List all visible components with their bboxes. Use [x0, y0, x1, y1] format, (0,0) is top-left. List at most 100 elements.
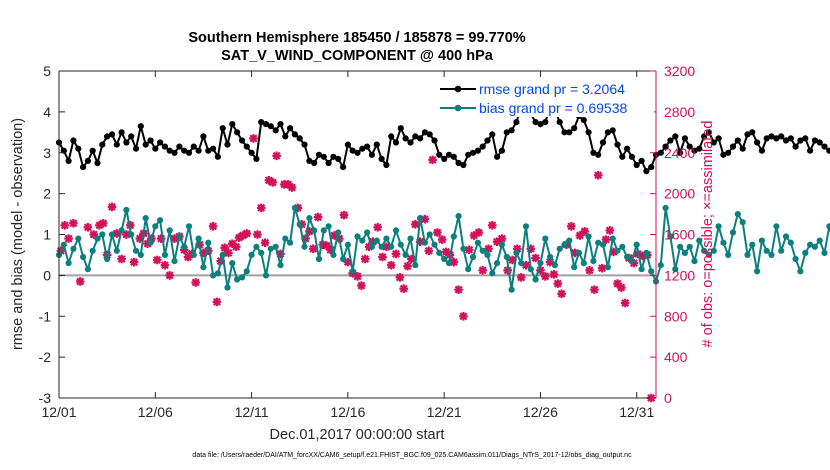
bias-point [489, 270, 496, 277]
rmse-point [181, 147, 188, 154]
rmse-point [296, 135, 303, 142]
obs-point [253, 230, 262, 239]
bias-point [585, 233, 592, 240]
bias-point [161, 251, 168, 258]
obs-point [353, 272, 362, 281]
rmse-point [277, 121, 284, 128]
bias-point [99, 231, 106, 238]
bias-point [681, 249, 689, 256]
rmse-point [412, 133, 419, 140]
rmse-point [532, 119, 539, 126]
rmse-point [503, 129, 510, 136]
y-tick-label-right: 1200 [664, 267, 695, 283]
rmse-point [128, 133, 135, 140]
rmse-point [542, 119, 549, 126]
rmse-point [267, 123, 274, 130]
rmse-point [469, 149, 477, 156]
rmse-point [421, 129, 428, 136]
bias-point [782, 233, 790, 240]
bias-point [176, 233, 183, 240]
rmse-point [354, 149, 361, 156]
bias-point [633, 241, 640, 248]
bias-point [397, 241, 404, 248]
obs-point [231, 242, 241, 252]
rmse-point [590, 149, 597, 156]
rmse-point [190, 143, 197, 150]
bias-point [498, 241, 505, 248]
bias-point [243, 268, 250, 275]
y-tick-label-left: -1 [39, 308, 52, 324]
rmse-point [821, 143, 828, 150]
rmse-point [725, 149, 732, 156]
rmse-point [667, 137, 674, 144]
rmse-point [417, 135, 424, 142]
bias-point [94, 235, 101, 242]
x-tick-label: 12/26 [523, 404, 558, 420]
bias-point [301, 243, 308, 250]
bias-point [614, 247, 621, 254]
bias-point [402, 251, 409, 258]
bias-point [137, 251, 144, 258]
rmse-point [460, 161, 467, 169]
bias-point [229, 260, 236, 267]
obs-point [557, 289, 566, 299]
bias-point [821, 249, 828, 256]
ticks: 12/01 12/06 12/11 12/16 12/21 12/26 12/31 5 4 3 2 1… [39, 63, 696, 420]
bias-point [542, 235, 549, 242]
rmse-point [258, 119, 265, 126]
bias-point [205, 239, 212, 246]
bias-point [556, 245, 563, 252]
obs-point [580, 227, 590, 236]
x-tick-label: 12/21 [427, 404, 462, 420]
bias-point [677, 243, 684, 250]
rmse-point [816, 139, 823, 146]
y-tick-label-right: 3200 [664, 63, 695, 79]
obs-point [410, 220, 420, 229]
obs-point [531, 253, 540, 263]
rmse-point [662, 143, 669, 150]
rmse-point [340, 164, 347, 171]
obs-point [308, 244, 318, 254]
obs-point [83, 223, 93, 232]
obs-point [616, 283, 626, 292]
x-axis-label: Dec.01,2017 00:00:00 start [270, 427, 445, 443]
x-tick-label: 12/01 [41, 404, 76, 420]
rmse-point [301, 141, 308, 148]
bias-point [792, 255, 799, 263]
bias-point [190, 251, 197, 258]
rmse-point [118, 129, 125, 136]
bias-point [142, 215, 149, 222]
obs-point [437, 235, 447, 244]
rmse-point [104, 133, 111, 140]
rmse-point [224, 141, 231, 148]
rmse-point [585, 129, 592, 136]
bias-point [580, 260, 587, 267]
bias-point [739, 219, 746, 226]
y-tick-label-left: 5 [43, 63, 51, 79]
rmse-point [672, 133, 679, 140]
obs-point [373, 223, 383, 232]
bias-point [619, 243, 626, 250]
bias-point [503, 253, 510, 261]
bias-point [108, 231, 116, 238]
obs-point [156, 234, 166, 243]
obs-point [268, 178, 278, 187]
bias-point [734, 211, 741, 218]
obs-point [360, 254, 370, 264]
bias-point [378, 243, 385, 250]
rmse-point [494, 153, 501, 160]
rmse-point [335, 155, 342, 162]
rmse-point [513, 119, 520, 126]
bias-point [80, 253, 87, 261]
x-tick-label: 12/16 [330, 404, 365, 420]
rmse-point [455, 159, 462, 167]
rmse-point [243, 143, 250, 150]
obs-point [433, 228, 442, 237]
rmse-point [677, 149, 684, 156]
bias-point [388, 243, 395, 250]
rmse-point [248, 149, 255, 156]
bias-point [238, 274, 246, 281]
rmse-point [720, 151, 727, 158]
rmse-point [123, 139, 130, 146]
